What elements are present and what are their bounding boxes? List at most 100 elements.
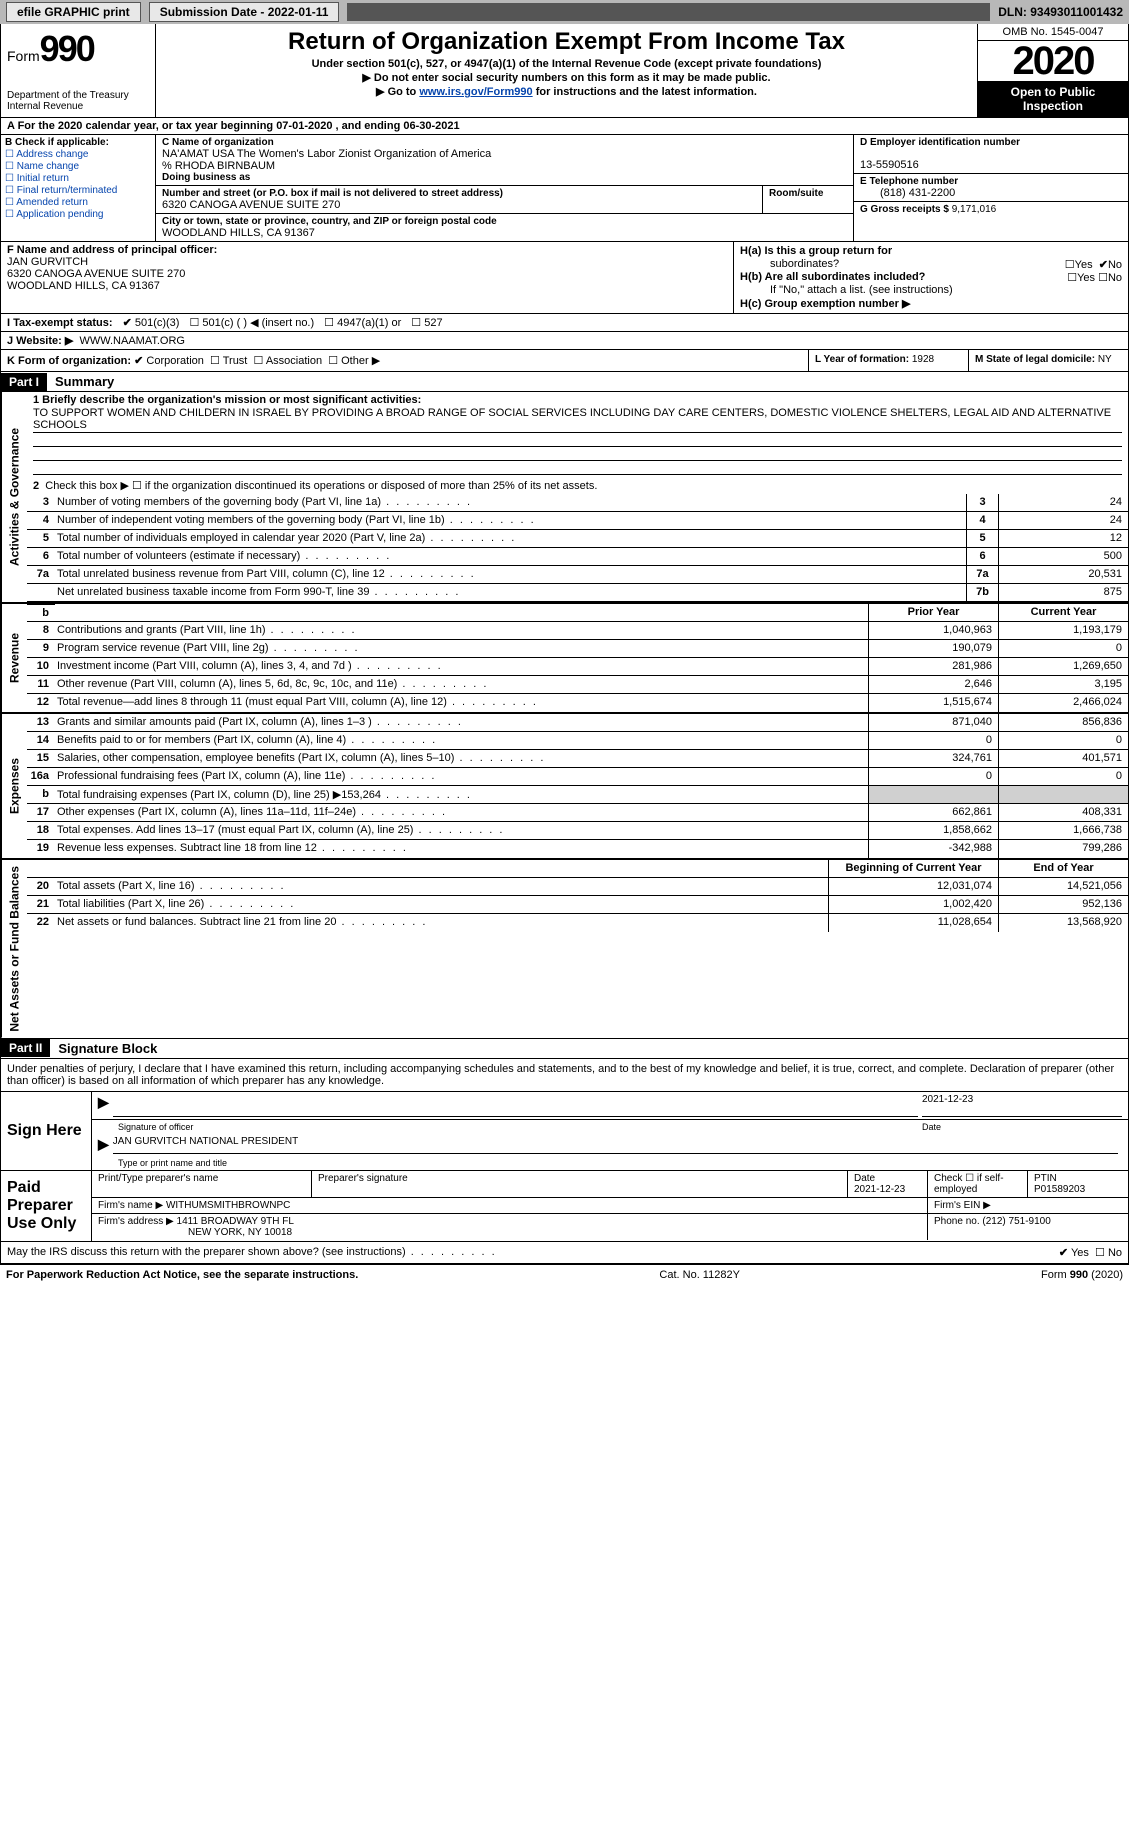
chk-association[interactable]: ☐ Association: [254, 355, 323, 367]
top-bar: efile GRAPHIC print Submission Date - 20…: [0, 0, 1129, 24]
vlabel-netassets: Net Assets or Fund Balances: [1, 860, 27, 1038]
chk-corporation[interactable]: Corporation: [134, 355, 204, 367]
topbar-spacer: [347, 3, 990, 21]
paid-preparer-label: Paid Preparer Use Only: [1, 1171, 91, 1241]
data-line-18: 18Total expenses. Add lines 13–17 (must …: [27, 822, 1128, 840]
col-headers-net: Beginning of Current Year End of Year: [27, 860, 1128, 878]
discuss-yes[interactable]: Yes: [1059, 1246, 1089, 1259]
irs-link[interactable]: www.irs.gov/Form990: [419, 86, 532, 98]
chk-application-pending[interactable]: ☐ Application pending: [5, 209, 151, 220]
summary-line-7a: 7aTotal unrelated business revenue from …: [27, 566, 1128, 584]
website-value: WWW.NAAMAT.ORG: [79, 335, 185, 347]
subtitle-1: Under section 501(c), 527, or 4947(a)(1)…: [162, 58, 971, 70]
subtitle-3: ▶ Go to www.irs.gov/Form990 for instruct…: [162, 85, 971, 98]
box-de: D Employer identification number 13-5590…: [853, 135, 1128, 241]
chk-initial-return[interactable]: ☐ Initial return: [5, 173, 151, 184]
prep-date-cell: Date2021-12-23: [848, 1171, 928, 1197]
officer-name-title: JAN GURVITCH NATIONAL PRESIDENT: [113, 1136, 298, 1147]
vlabel-expenses: Expenses: [1, 714, 27, 858]
org-name: NA'AMAT USA The Women's Labor Zionist Or…: [162, 148, 491, 160]
part2-title: Signature Block: [50, 1039, 165, 1058]
data-line-14: 14Benefits paid to or for members (Part …: [27, 732, 1128, 750]
box-k: K Form of organization: Corporation ☐ Tr…: [1, 350, 808, 371]
chk-501c[interactable]: ☐ 501(c) ( ) ◀ (insert no.): [189, 316, 314, 329]
summary-line-7b: Net unrelated business taxable income fr…: [27, 584, 1128, 602]
data-line-17: 17Other expenses (Part IX, column (A), l…: [27, 804, 1128, 822]
sig-officer-label: Signature of officer: [118, 1122, 922, 1132]
phone-value: (818) 431-2200: [860, 187, 955, 199]
officer-name: JAN GURVITCH: [7, 256, 88, 268]
section-bcdeg: B Check if applicable: ☐ Address change …: [0, 135, 1129, 241]
dln-label: DLN: 93493011001432: [998, 5, 1123, 19]
submission-date-label: Submission Date - 2022-01-11: [149, 2, 340, 22]
prep-sig-label: Preparer's signature: [312, 1171, 848, 1197]
phone-cell: E Telephone number (818) 431-2200: [854, 174, 1128, 202]
footer-right: Form 990 (2020): [1041, 1269, 1123, 1281]
form-header: Form990 Department of the Treasury Inter…: [0, 24, 1129, 118]
chk-527[interactable]: ☐ 527: [411, 316, 442, 329]
row-klm: K Form of organization: Corporation ☐ Tr…: [0, 350, 1129, 372]
org-city: WOODLAND HILLS, CA 91367: [162, 227, 315, 239]
row-j-website: J Website: ▶ WWW.NAAMAT.ORG: [0, 332, 1129, 350]
data-line-13: 13Grants and similar amounts paid (Part …: [27, 714, 1128, 732]
box-l: L Year of formation: 1928: [809, 350, 969, 371]
firm-ein-cell: Firm's EIN ▶: [928, 1198, 1128, 1213]
summary-line-6: 6Total number of volunteers (estimate if…: [27, 548, 1128, 566]
chk-address-change[interactable]: ☐ Address change: [5, 149, 151, 160]
box-f: F Name and address of principal officer:…: [1, 242, 733, 313]
box-c: C Name of organization NA'AMAT USA The W…: [156, 135, 853, 241]
chk-name-change[interactable]: ☐ Name change: [5, 161, 151, 172]
open-inspection-label: Open to Public Inspection: [978, 81, 1128, 117]
gross-receipts-value: 9,171,016: [952, 204, 997, 215]
vlabel-governance: Activities & Governance: [1, 392, 27, 602]
org-address-cell: Number and street (or P.O. box if mail i…: [156, 186, 762, 214]
governance-section: Activities & Governance 1 Briefly descri…: [0, 392, 1129, 602]
tax-year: 2020: [978, 41, 1128, 81]
ein-cell: D Employer identification number 13-5590…: [854, 135, 1128, 174]
officer-addr2: WOODLAND HILLS, CA 91367: [7, 280, 160, 292]
chk-trust[interactable]: ☐ Trust: [210, 355, 247, 367]
part2-label: Part II: [1, 1039, 50, 1057]
ein-value: 13-5590516: [860, 159, 919, 171]
chk-501c3[interactable]: 501(c)(3): [123, 316, 180, 329]
netassets-section: Net Assets or Fund Balances Beginning of…: [0, 860, 1129, 1039]
vlabel-revenue: Revenue: [1, 604, 27, 712]
header-left: Form990 Department of the Treasury Inter…: [1, 24, 156, 117]
chk-amended-return[interactable]: ☐ Amended return: [5, 197, 151, 208]
chk-other[interactable]: ☐ Other ▶: [328, 355, 380, 367]
efile-print-button[interactable]: efile GRAPHIC print: [6, 2, 141, 22]
sign-here-section: Sign Here ▶ 2021-12-23 Signature of offi…: [0, 1092, 1129, 1171]
prep-name-label: Print/Type preparer's name: [92, 1171, 312, 1197]
data-line-8: 8Contributions and grants (Part VIII, li…: [27, 622, 1128, 640]
org-name-cell: C Name of organization NA'AMAT USA The W…: [156, 135, 853, 186]
page-footer: For Paperwork Reduction Act Notice, see …: [0, 1264, 1129, 1285]
ptin-cell: PTINP01589203: [1028, 1171, 1128, 1197]
form-label: Form: [7, 48, 40, 64]
data-line-20: 20Total assets (Part X, line 16)12,031,0…: [27, 878, 1128, 896]
data-line-10: 10Investment income (Part VIII, column (…: [27, 658, 1128, 676]
box-m: M State of legal domicile: NY: [969, 350, 1128, 371]
discuss-no[interactable]: ☐ No: [1095, 1246, 1122, 1259]
sign-here-label: Sign Here: [1, 1092, 91, 1170]
summary-line-3: 3Number of voting members of the governi…: [27, 494, 1128, 512]
row-a-tax-year: A For the 2020 calendar year, or tax yea…: [0, 118, 1129, 135]
dept-label: Department of the Treasury Internal Reve…: [7, 90, 149, 112]
header-right: OMB No. 1545-0047 2020 Open to Public In…: [978, 24, 1128, 117]
part1-label: Part I: [1, 373, 47, 391]
irs-discuss-row: May the IRS discuss this return with the…: [0, 1242, 1129, 1264]
revenue-section: Revenue b Prior Year Current Year 8Contr…: [0, 604, 1129, 712]
chk-final-return[interactable]: ☐ Final return/terminated: [5, 185, 151, 196]
data-line-11: 11Other revenue (Part VIII, column (A), …: [27, 676, 1128, 694]
firm-name-cell: Firm's name ▶ WITHUMSMITHBROWNPC: [92, 1198, 928, 1213]
chk-4947[interactable]: ☐ 4947(a)(1) or: [324, 316, 401, 329]
data-line-15: 15Salaries, other compensation, employee…: [27, 750, 1128, 768]
data-line-b: bTotal fundraising expenses (Part IX, co…: [27, 786, 1128, 804]
room-suite-cell: Room/suite: [763, 186, 853, 214]
box-b-label: B Check if applicable:: [5, 137, 109, 148]
firm-address-cell: Firm's address ▶ 1411 BROADWAY 9TH FL NE…: [92, 1214, 928, 1240]
data-line-16a: 16aProfessional fundraising fees (Part I…: [27, 768, 1128, 786]
data-line-19: 19Revenue less expenses. Subtract line 1…: [27, 840, 1128, 858]
name-title-label: Type or print name and title: [118, 1158, 227, 1168]
col-headers-rev: b Prior Year Current Year: [27, 604, 1128, 622]
data-line-12: 12Total revenue—add lines 8 through 11 (…: [27, 694, 1128, 712]
